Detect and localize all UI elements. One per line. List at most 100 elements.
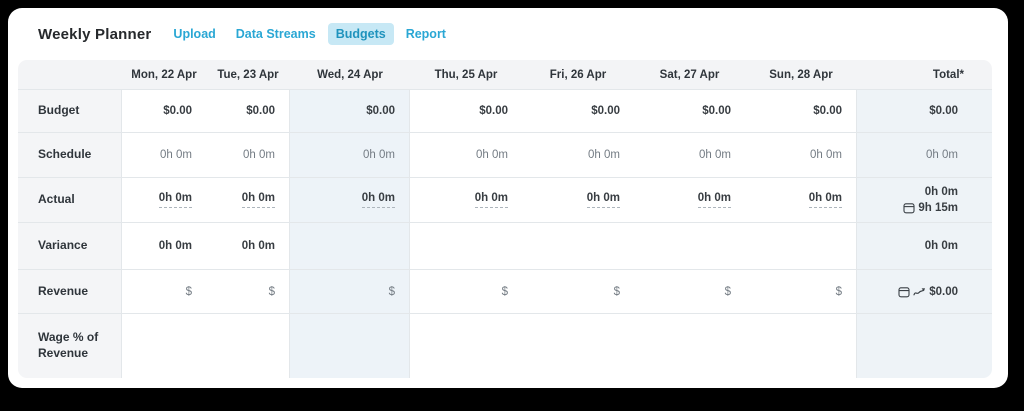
- revenue-value-mon: $: [185, 285, 192, 298]
- schedule-cell-fri: 0h 0m: [522, 133, 634, 178]
- actual-value-thu: 0h 0m: [474, 192, 508, 208]
- revenue-total-cell: $0.00: [857, 270, 992, 314]
- budget-cell-sat[interactable]: $0.00: [634, 90, 745, 133]
- budget-cell-mon[interactable]: $0.00: [122, 90, 206, 133]
- tab-bar: Upload Data Streams Budgets Report: [165, 23, 454, 45]
- row-label-variance: Variance: [18, 223, 122, 270]
- budget-cell-sun[interactable]: $0.00: [745, 90, 857, 133]
- wage-pct-of-revenue-cell-fri: [522, 314, 634, 378]
- budget-cell-wed[interactable]: $0.00: [290, 90, 410, 133]
- variance-cell-fri: [522, 223, 634, 270]
- revenue-value-tue: $: [268, 285, 275, 298]
- variance-cell-tue: 0h 0m: [206, 223, 290, 270]
- schedule-cell-thu: 0h 0m: [410, 133, 522, 178]
- schedule-value-fri: 0h 0m: [588, 149, 620, 161]
- schedule-total-value: 0h 0m: [926, 149, 958, 161]
- budget-cell-tue[interactable]: $0.00: [206, 90, 290, 133]
- schedule-value-tue: 0h 0m: [243, 149, 275, 161]
- column-header-fri: Fri, 26 Apr: [522, 60, 634, 90]
- planner-table: Mon, 22 Apr Tue, 23 Apr Wed, 24 Apr Thu, 25…: [18, 60, 992, 378]
- variance-cell-sat: [634, 223, 745, 270]
- revenue-cell-sat[interactable]: $: [634, 270, 745, 314]
- wage-pct-of-revenue-cell-tue: [206, 314, 290, 378]
- actual-cell-sat[interactable]: 0h 0m: [634, 178, 745, 223]
- actual-cell-tue[interactable]: 0h 0m: [206, 178, 290, 223]
- wage-pct-of-revenue-cell-sat: [634, 314, 745, 378]
- variance-total-cell: 0h 0m: [857, 223, 992, 270]
- budget-value-fri: $0.00: [591, 105, 620, 117]
- actual-value-mon: 0h 0m: [158, 192, 192, 208]
- revenue-value-sun: $: [835, 285, 842, 298]
- column-header-thu: Thu, 25 Apr: [410, 60, 522, 90]
- actual-total-cell: 0h 0m 9h 15m: [857, 178, 992, 223]
- wage-pct-of-revenue-total-cell: [857, 314, 992, 378]
- variance-cell-sun: [745, 223, 857, 270]
- wage-pct-of-revenue-cell-thu: [410, 314, 522, 378]
- row-label-budget: Budget: [18, 90, 122, 133]
- schedule-cell-mon: 0h 0m: [122, 133, 206, 178]
- schedule-cell-wed: 0h 0m: [290, 133, 410, 178]
- column-header-tue: Tue, 23 Apr: [206, 60, 290, 90]
- tab-upload[interactable]: Upload: [173, 27, 216, 41]
- actual-cell-wed[interactable]: 0h 0m: [290, 178, 410, 223]
- tab-report[interactable]: Report: [405, 27, 446, 41]
- tab-data-streams[interactable]: Data Streams: [235, 27, 316, 41]
- wage-pct-of-revenue-cell-mon: [122, 314, 206, 378]
- schedule-cell-tue: 0h 0m: [206, 133, 290, 178]
- weekly-planner-card: Weekly Planner Upload Data Streams Budgets…: [8, 8, 1008, 388]
- actual-value-sat: 0h 0m: [697, 192, 731, 208]
- actual-value-sun: 0h 0m: [808, 192, 842, 208]
- revenue-value-thu: $: [501, 285, 508, 298]
- actual-cell-mon[interactable]: 0h 0m: [122, 178, 206, 223]
- column-header-total: Total*: [857, 60, 992, 90]
- revenue-cell-sun[interactable]: $: [745, 270, 857, 314]
- revenue-cell-wed[interactable]: $: [290, 270, 410, 314]
- schedule-value-thu: 0h 0m: [476, 149, 508, 161]
- row-label-wage-pct-of-revenue: Wage % of Revenue: [18, 314, 122, 378]
- actual-cell-thu[interactable]: 0h 0m: [410, 178, 522, 223]
- row-label-actual: Actual: [18, 178, 122, 223]
- schedule-cell-sun: 0h 0m: [745, 133, 857, 178]
- budget-value-mon: $0.00: [163, 105, 192, 117]
- trend-up-icon: [913, 287, 926, 297]
- tab-budgets[interactable]: Budgets: [327, 23, 394, 45]
- actual-value-tue: 0h 0m: [241, 192, 275, 208]
- actual-cell-fri[interactable]: 0h 0m: [522, 178, 634, 223]
- actual-total-value: 0h 0m 9h 15m: [903, 184, 958, 216]
- variance-cell-thu: [410, 223, 522, 270]
- revenue-cell-fri[interactable]: $: [522, 270, 634, 314]
- wage-pct-of-revenue-cell-sun: [745, 314, 857, 378]
- actual-value-wed: 0h 0m: [361, 192, 395, 208]
- schedule-value-wed: 0h 0m: [363, 149, 395, 161]
- schedule-value-mon: 0h 0m: [160, 149, 192, 161]
- variance-total-value: 0h 0m: [924, 240, 958, 252]
- budget-value-wed: $0.00: [366, 105, 395, 117]
- actual-value-fri: 0h 0m: [586, 192, 620, 208]
- revenue-value-sat: $: [724, 285, 731, 298]
- variance-cell-mon: 0h 0m: [122, 223, 206, 270]
- budget-total-cell: $0.00: [857, 90, 992, 133]
- actual-cell-sun[interactable]: 0h 0m: [745, 178, 857, 223]
- wage-pct-of-revenue-cell-wed: [290, 314, 410, 378]
- budget-total-value: $0.00: [929, 105, 958, 117]
- row-label-revenue: Revenue: [18, 270, 122, 314]
- column-header-sun: Sun, 28 Apr: [745, 60, 857, 90]
- revenue-cell-tue[interactable]: $: [206, 270, 290, 314]
- schedule-value-sat: 0h 0m: [699, 149, 731, 161]
- column-header-wed: Wed, 24 Apr: [290, 60, 410, 90]
- row-label-schedule: Schedule: [18, 133, 122, 178]
- budget-value-sun: $0.00: [813, 105, 842, 117]
- budget-cell-fri[interactable]: $0.00: [522, 90, 634, 133]
- revenue-cell-thu[interactable]: $: [410, 270, 522, 314]
- column-header-blank: [18, 60, 122, 90]
- revenue-value-fri: $: [613, 285, 620, 298]
- revenue-cell-mon[interactable]: $: [122, 270, 206, 314]
- column-header-mon: Mon, 22 Apr: [122, 60, 206, 90]
- calendar-icon: [903, 202, 915, 214]
- revenue-total-value: $0.00: [898, 286, 958, 298]
- calendar-icon: [898, 286, 910, 298]
- page-title: Weekly Planner: [38, 25, 152, 43]
- budget-value-sat: $0.00: [702, 105, 731, 117]
- budget-cell-thu[interactable]: $0.00: [410, 90, 522, 133]
- schedule-value-sun: 0h 0m: [810, 149, 842, 161]
